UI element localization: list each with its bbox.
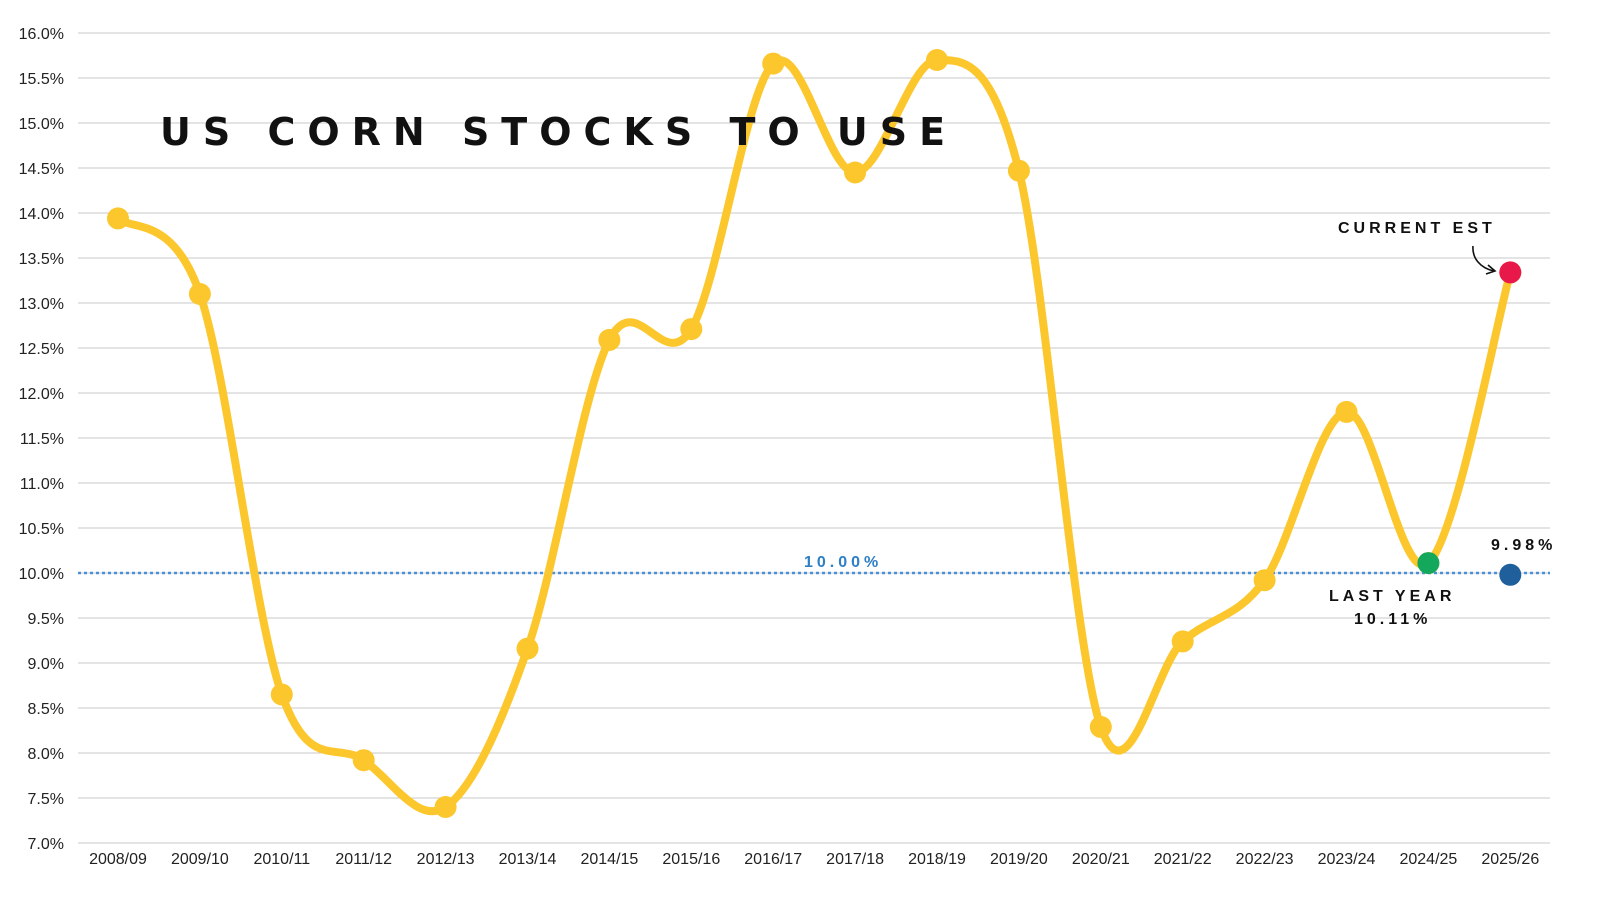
annotation-last-year-value: 10.11%	[1354, 611, 1431, 628]
data-point	[1007, 159, 1030, 182]
x-tick-label: 2009/10	[171, 851, 229, 868]
data-point	[434, 796, 457, 818]
data-point	[844, 161, 867, 184]
data-point	[762, 52, 785, 75]
y-tick-label: 12.0%	[19, 386, 64, 403]
x-tick-label: 2014/15	[580, 851, 638, 868]
x-tick-label: 2020/21	[1072, 851, 1130, 868]
y-tick-label: 16.0%	[19, 26, 64, 43]
annotation-current-est: CURRENT EST	[1338, 220, 1496, 237]
data-point	[1335, 400, 1358, 423]
x-tick-label: 2022/23	[1236, 851, 1294, 868]
data-point	[516, 637, 539, 660]
x-tick-label: 2010/11	[253, 851, 310, 868]
data-point	[352, 749, 375, 772]
y-tick-label: 7.0%	[28, 836, 64, 853]
gridlines	[78, 32, 1550, 844]
x-tick-label: 2025/26	[1481, 851, 1539, 868]
data-point	[680, 318, 703, 341]
x-tick-label: 2019/20	[990, 851, 1048, 868]
reference-line-label: 10.00%	[804, 554, 882, 571]
annotation-marker-value: 9.98%	[1491, 537, 1556, 554]
data-point	[1253, 569, 1276, 592]
x-tick-label: 2024/25	[1399, 851, 1457, 868]
series-line	[114, 55, 1515, 816]
annotation-last-year: LAST YEAR	[1329, 588, 1455, 605]
highlight-point	[1417, 552, 1440, 575]
data-point	[188, 283, 211, 305]
y-tick-label: 10.5%	[19, 521, 64, 538]
y-tick-label: 11.0%	[20, 476, 64, 493]
y-axis-ticks: 7.0% 7.5% 8.0% 8.5% 9.0% 9.5% 10.0% 10.5% 11.0% 1…	[19, 26, 64, 853]
y-tick-label: 8.5%	[28, 701, 64, 718]
y-tick-label: 14.0%	[19, 206, 64, 223]
y-tick-label: 15.0%	[19, 116, 64, 133]
y-tick-label: 7.5%	[28, 791, 64, 808]
data-point	[926, 49, 948, 71]
data-point	[107, 207, 129, 230]
x-tick-label: 2017/18	[826, 851, 884, 868]
highlight-point	[1499, 261, 1522, 284]
y-tick-label: 14.5%	[19, 161, 64, 178]
x-tick-label: 2012/13	[417, 851, 475, 868]
x-tick-label: 2015/16	[662, 851, 720, 868]
x-tick-label: 2023/24	[1318, 851, 1376, 868]
y-tick-label: 12.5%	[19, 341, 64, 358]
x-axis-ticks: 2008/09 2009/10 2010/11 2011/12 2012/13 2013/…	[89, 851, 1539, 868]
data-point	[1171, 630, 1194, 653]
highlight-markers	[1417, 261, 1522, 586]
current-est-arrowhead	[1485, 264, 1497, 275]
x-tick-label: 2016/17	[744, 851, 802, 868]
y-tick-label: 13.5%	[19, 251, 64, 268]
y-tick-label: 15.5%	[19, 71, 64, 88]
highlight-point	[1499, 563, 1522, 586]
y-tick-label: 9.0%	[28, 656, 64, 673]
y-tick-label: 10.0%	[19, 566, 64, 583]
data-point	[1089, 715, 1112, 738]
data-point	[598, 328, 621, 351]
y-tick-label: 9.5%	[28, 611, 64, 628]
y-tick-label: 8.0%	[28, 746, 64, 763]
x-tick-label: 2018/19	[908, 851, 966, 868]
x-tick-label: 2008/09	[89, 851, 147, 868]
x-tick-label: 2011/12	[335, 851, 392, 868]
y-tick-label: 13.0%	[19, 296, 64, 313]
chart-title: US CORN STOCKS TO USE	[160, 110, 957, 154]
y-tick-label: 11.5%	[20, 431, 64, 448]
x-tick-label: 2013/14	[499, 851, 557, 868]
x-tick-label: 2021/22	[1154, 851, 1212, 868]
data-points	[107, 49, 1522, 818]
current-est-arrow	[1472, 245, 1495, 272]
data-point	[270, 683, 293, 706]
